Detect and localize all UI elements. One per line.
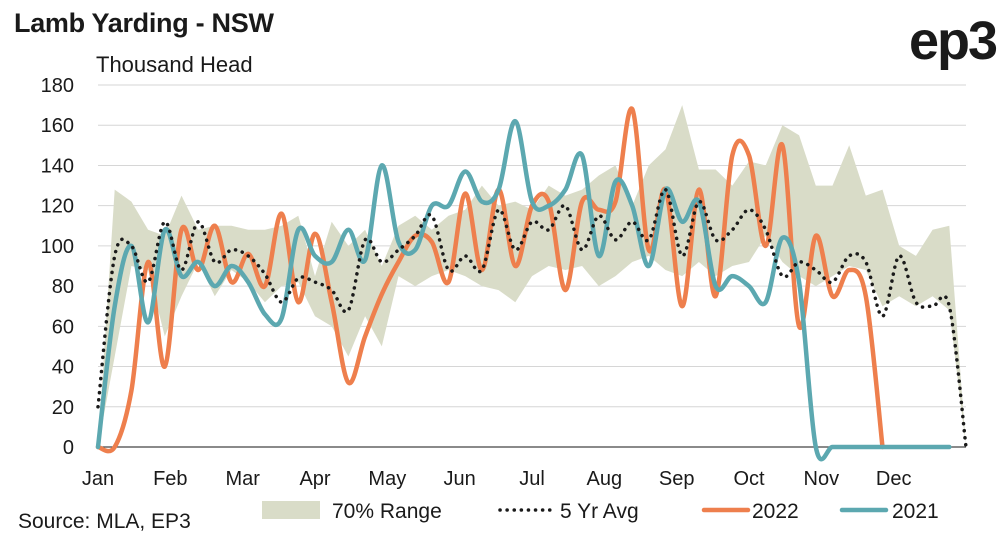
- source-note: Source: MLA, EP3: [18, 510, 191, 533]
- legend-swatch-range: [262, 501, 320, 519]
- x-tick-label: Dec: [876, 468, 912, 490]
- y-tick-label: 160: [41, 115, 74, 137]
- y-tick-label: 60: [52, 316, 74, 338]
- x-tick-label: Jun: [444, 468, 476, 490]
- x-tick-label: Jul: [519, 468, 545, 490]
- y-tick-label: 20: [52, 397, 74, 419]
- x-tick-label: Oct: [733, 468, 765, 490]
- series-range-band: [98, 105, 966, 447]
- y-tick-label: 0: [63, 437, 74, 459]
- x-tick-label: Mar: [225, 468, 260, 490]
- series-line-5-yr-avg: [96, 187, 968, 449]
- y-tick-label: 80: [52, 276, 74, 298]
- legend-label: 70% Range: [332, 500, 442, 523]
- x-tick-label: May: [368, 468, 406, 490]
- chart-title: Lamb Yarding - NSW: [14, 8, 274, 38]
- x-tick-label: Aug: [587, 468, 623, 490]
- y-tick-label: 40: [52, 357, 74, 379]
- series-line-2022: [95, 106, 885, 454]
- x-tick-label: Sep: [659, 468, 695, 490]
- series-line-2021: [95, 118, 952, 462]
- x-tick-label: Jan: [82, 468, 114, 490]
- y-tick-label: 100: [41, 236, 74, 258]
- y-tick-label: 180: [41, 75, 74, 97]
- x-tick-label: Apr: [299, 468, 330, 490]
- x-tick-label: Nov: [804, 468, 840, 490]
- ep3-logo: ep3: [908, 11, 998, 71]
- y-tick-label: 140: [41, 155, 74, 177]
- y-tick-label: 120: [41, 196, 74, 218]
- legend: 70% Range 5 Yr Avg 2022 2021: [262, 500, 939, 523]
- y-axis-unit-label: Thousand Head: [96, 52, 253, 77]
- legend-label: 5 Yr Avg: [560, 500, 639, 523]
- legend-label: 2021: [892, 500, 939, 523]
- x-tick-label: Feb: [153, 468, 187, 490]
- legend-label: 2022: [752, 500, 799, 523]
